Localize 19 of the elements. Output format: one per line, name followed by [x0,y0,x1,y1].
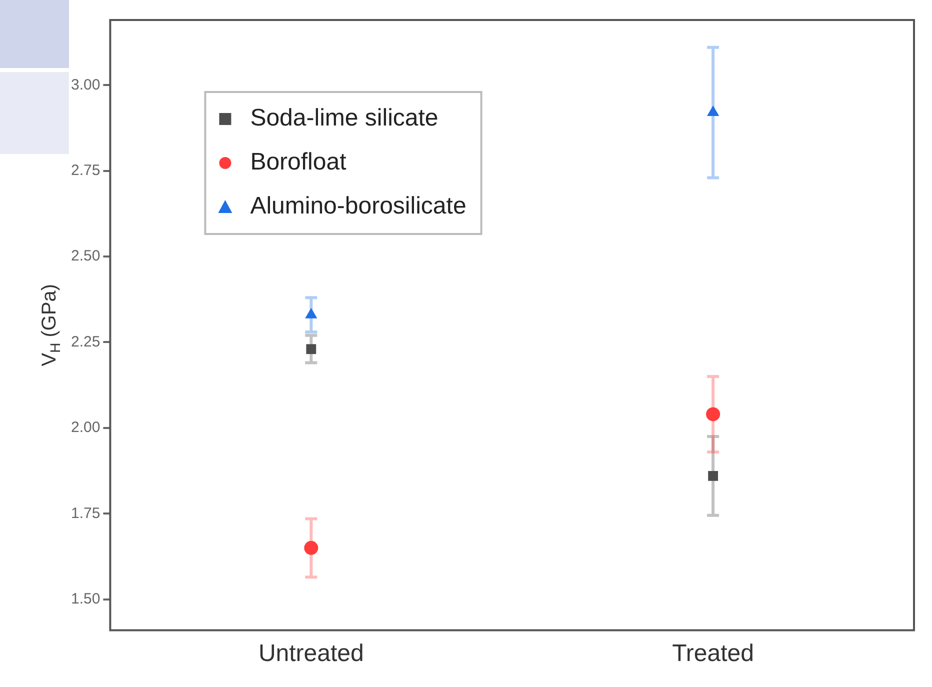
point [706,407,720,422]
y-tick-label: 1.75 [70,504,100,522]
y-tick-label: 2.50 [70,248,100,265]
y-tick-label: 1.50 [70,590,100,608]
point [306,344,316,354]
legend-label: Borofloat [250,148,347,176]
point [304,540,318,555]
point [708,470,718,481]
y-tick-label: 3.00 [70,76,100,94]
legend-label: Alumino-borosilicate [250,192,466,220]
y-tick-label: 2.00 [70,419,100,436]
y-tick-label: 2.75 [70,162,100,179]
x-tick-label: Untreated [258,640,364,668]
point [706,106,720,116]
y-axis-title: VH (GPa) [38,284,63,366]
x-tick-label: Treated [672,640,754,668]
point [305,308,318,318]
legend-label: Soda-lime silicate [250,104,438,132]
y-tick-label: 2.25 [70,333,100,350]
